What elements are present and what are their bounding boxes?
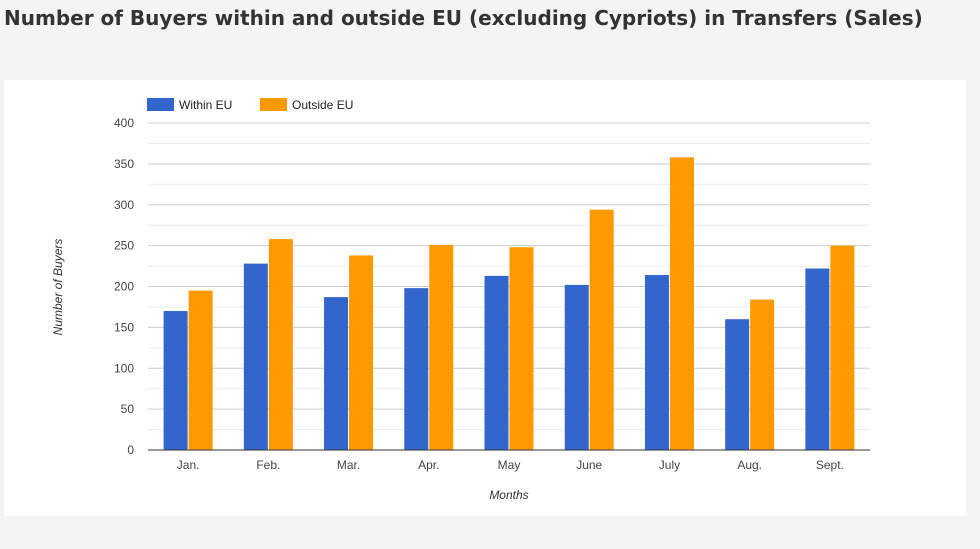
- bar-within-eu: [324, 297, 349, 450]
- y-tick-label: 150: [114, 320, 134, 334]
- bar-within-eu: [564, 284, 589, 450]
- chart-card: 0 50 100 150 200 250 300 350 400 Jan. Feb. Mar. Apr.…: [4, 80, 966, 516]
- bar-within-eu: [163, 311, 188, 450]
- y-tick-label: 50: [121, 402, 135, 416]
- y-tick-label: 200: [114, 280, 134, 294]
- bar-within-eu: [484, 275, 509, 450]
- bar-within-eu: [725, 319, 750, 450]
- bar-within-eu: [243, 263, 268, 450]
- bar-outside-eu: [268, 239, 293, 450]
- x-tick-label: Sept.: [816, 458, 844, 472]
- x-tick-label: Aug.: [737, 458, 762, 472]
- y-tick-label: 100: [114, 361, 134, 375]
- bar-within-eu: [404, 288, 429, 450]
- bar-within-eu: [805, 268, 830, 450]
- bar-outside-eu: [669, 157, 694, 450]
- bar-outside-eu: [750, 299, 775, 450]
- x-tick-label: Apr.: [418, 458, 439, 472]
- y-tick-label: 250: [114, 239, 134, 253]
- bar-outside-eu: [589, 209, 614, 450]
- x-tick-label: Jan.: [177, 458, 200, 472]
- x-tick-label: May: [498, 458, 521, 472]
- y-tick-label: 350: [114, 157, 134, 171]
- bar-within-eu: [644, 275, 669, 450]
- x-axis-title: Months: [489, 488, 528, 502]
- y-tick-label: 400: [114, 116, 134, 130]
- legend-label: Outside EU: [292, 98, 353, 112]
- page-title: Number of Buyers within and outside EU (…: [4, 6, 923, 30]
- x-tick-label: Mar.: [337, 458, 360, 472]
- y-tick-label: 0: [127, 443, 134, 457]
- x-tick-label: Feb.: [256, 458, 280, 472]
- y-axis-title: Number of Buyers: [51, 239, 65, 336]
- legend-swatch: [147, 98, 174, 111]
- bar-outside-eu: [349, 255, 374, 450]
- chart: 0 50 100 150 200 250 300 350 400 Jan. Feb. Mar. Apr.…: [51, 98, 870, 502]
- bar-outside-eu: [429, 244, 454, 450]
- bar-outside-eu: [188, 290, 213, 450]
- bar-outside-eu: [509, 247, 534, 450]
- legend-swatch: [260, 98, 287, 111]
- x-tick-label: June: [576, 458, 602, 472]
- x-tick-label: July: [659, 458, 680, 472]
- legend-label: Within EU: [179, 98, 232, 112]
- bar-outside-eu: [830, 245, 855, 450]
- y-tick-label: 300: [114, 198, 134, 212]
